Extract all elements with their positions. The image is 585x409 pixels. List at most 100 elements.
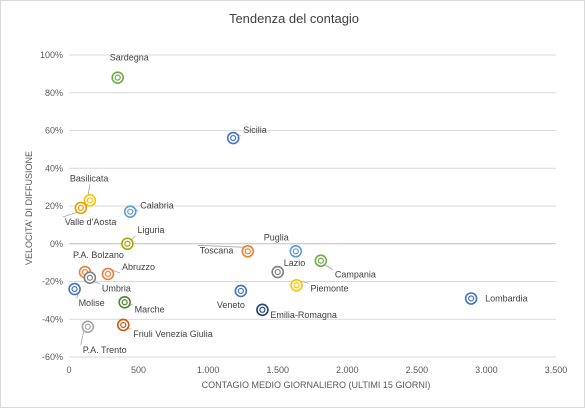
point-label: Basilicata xyxy=(70,173,109,183)
data-point-ring xyxy=(111,71,124,84)
data-points xyxy=(68,71,478,334)
data-point-core xyxy=(120,321,127,329)
leader-line xyxy=(324,264,334,271)
data-point-core xyxy=(244,248,251,255)
data-point-core xyxy=(86,197,93,204)
data-point-core xyxy=(71,285,78,293)
data-point xyxy=(234,284,248,298)
data-point xyxy=(226,131,240,145)
data-point xyxy=(74,201,88,215)
data-point xyxy=(289,245,303,258)
point-label: Lazio xyxy=(284,258,306,268)
point-label: Emilia-Romagna xyxy=(270,310,337,320)
data-point xyxy=(314,254,328,268)
data-point-core xyxy=(114,74,121,81)
data-point-ring xyxy=(256,303,269,317)
leader-line xyxy=(111,269,121,274)
y-tick-label: 20% xyxy=(45,201,63,211)
data-point-core xyxy=(84,323,91,330)
data-point-core xyxy=(77,204,84,211)
data-point xyxy=(290,278,303,292)
x-axis-title: CONTAGIO MEDIO GIORNALIERO (ULTIMI 15 GI… xyxy=(202,380,431,390)
data-point-core xyxy=(468,295,475,302)
data-point-core xyxy=(124,240,131,247)
data-point-ring xyxy=(271,265,285,279)
point-label: Marche xyxy=(135,304,165,314)
y-axis-title: VELOCITA' DI DIFFUSIONE xyxy=(24,151,34,265)
point-label: Sardegna xyxy=(110,53,149,63)
data-point xyxy=(83,194,97,207)
leader-line xyxy=(197,244,246,248)
point-label: Campania xyxy=(335,270,376,280)
data-point-core xyxy=(121,299,128,306)
x-tick-label: 2.000 xyxy=(336,365,359,375)
data-point-ring xyxy=(121,237,134,251)
x-tick-label: 500 xyxy=(131,365,146,375)
point-label: Molise xyxy=(79,298,105,308)
data-point xyxy=(68,282,81,296)
y-tick-label: 60% xyxy=(45,126,63,136)
data-point-ring xyxy=(101,267,115,281)
data-point xyxy=(464,292,478,305)
data-point xyxy=(241,245,255,258)
data-point-ring xyxy=(74,201,88,215)
data-point xyxy=(83,271,97,285)
point-label: Abruzzo xyxy=(122,262,155,272)
point-label: Sicilia xyxy=(243,125,267,135)
data-point-core xyxy=(86,274,93,281)
leader-line xyxy=(62,211,79,218)
data-point-core xyxy=(292,248,299,255)
data-point xyxy=(123,205,137,218)
point-label: Piemonte xyxy=(310,283,348,293)
data-point xyxy=(81,320,95,334)
data-point-ring xyxy=(123,205,137,218)
chart-title: Tendenza del contagio xyxy=(229,11,359,26)
x-tick-label: 1.500 xyxy=(266,365,289,375)
x-tick-label: 3.000 xyxy=(475,365,498,375)
point-label: Veneto xyxy=(217,300,245,310)
point-label: Umbria xyxy=(102,284,131,294)
data-point xyxy=(111,71,124,84)
gridlines xyxy=(69,54,556,358)
data-point xyxy=(118,295,131,309)
data-point xyxy=(116,318,130,332)
data-point-ring xyxy=(116,318,130,332)
point-label: Valle d'Aosta xyxy=(65,217,117,227)
data-point-core xyxy=(127,208,134,215)
leader-line xyxy=(131,235,136,241)
point-labels: Sardegna Sicilia Basilicata Valle d'Aosta Ca… xyxy=(65,53,528,355)
data-point-core xyxy=(293,282,300,289)
point-label: Toscana xyxy=(200,245,234,255)
data-point xyxy=(271,265,285,279)
leader-line xyxy=(93,281,100,285)
data-point-ring xyxy=(226,131,240,145)
data-point-core xyxy=(317,257,324,264)
x-tick-label: 0 xyxy=(66,365,71,375)
point-label: P.A. Bolzano xyxy=(73,250,124,260)
data-point xyxy=(256,303,269,317)
y-tick-label: 0% xyxy=(50,239,63,249)
data-point xyxy=(121,237,134,251)
point-label: Lombardia xyxy=(485,293,528,303)
y-tick-label: -60% xyxy=(42,352,63,362)
x-tick-label: 3.500 xyxy=(545,365,568,375)
data-point-ring xyxy=(83,271,97,285)
y-tick-label: -20% xyxy=(42,277,63,287)
data-point-ring xyxy=(68,282,81,296)
data-point-ring xyxy=(314,254,328,268)
leader-line xyxy=(80,330,85,345)
data-point-core xyxy=(237,287,244,295)
data-point-ring xyxy=(289,245,303,258)
data-point-ring xyxy=(118,295,131,309)
data-point-core xyxy=(274,268,281,276)
point-label: Calabria xyxy=(140,201,174,211)
data-point-ring xyxy=(290,278,303,292)
data-point-ring xyxy=(241,245,255,258)
data-point-ring xyxy=(81,320,95,334)
data-point-ring xyxy=(83,194,97,207)
y-tick-label: 80% xyxy=(45,88,63,98)
point-label: Liguria xyxy=(137,225,164,235)
data-point-ring xyxy=(234,284,248,298)
